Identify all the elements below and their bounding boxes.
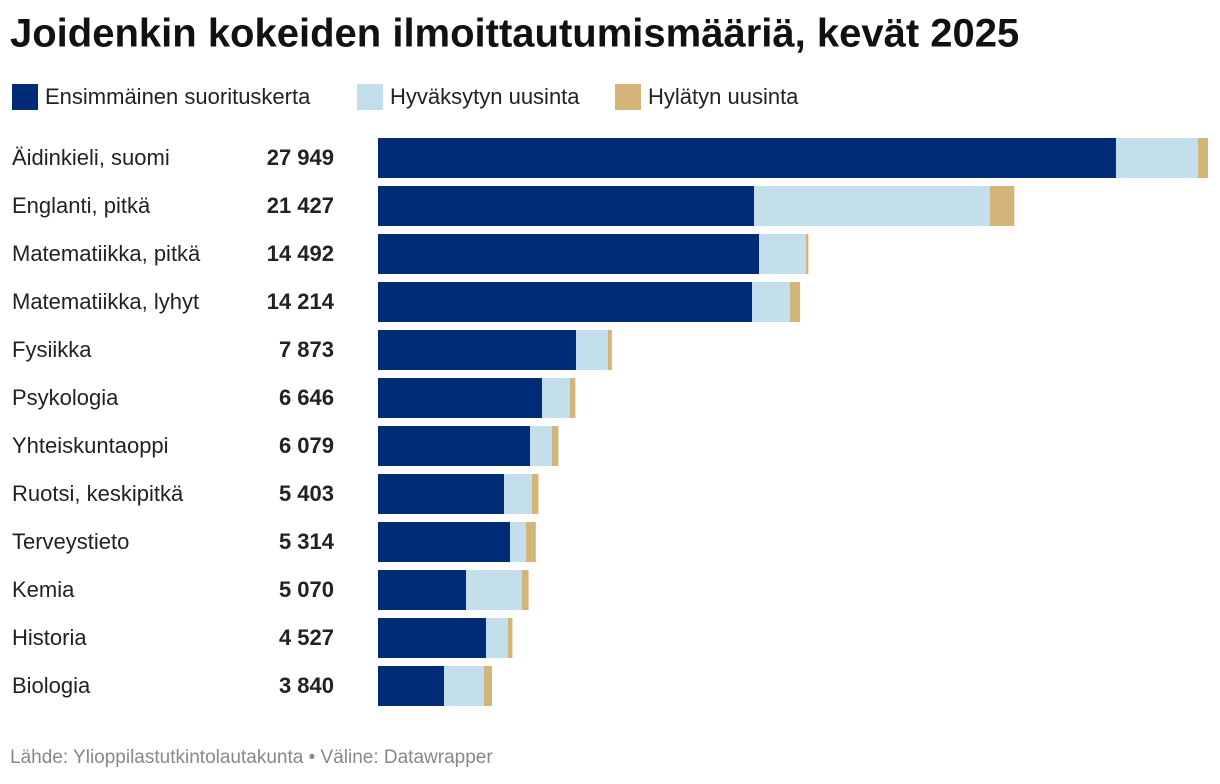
bar-segment xyxy=(522,570,529,610)
bar-segment xyxy=(483,666,493,706)
bar-segment xyxy=(378,522,511,562)
bar-segment xyxy=(989,186,1015,226)
bar-segment xyxy=(486,618,509,658)
bar-segment xyxy=(378,378,543,418)
bar-segment xyxy=(608,330,612,370)
total-label: 7 873 xyxy=(279,337,334,362)
category-label: Matematiikka, pitkä xyxy=(12,241,201,266)
category-label: Kemia xyxy=(12,577,75,602)
legend-label: Hyväksytyn uusinta xyxy=(390,84,580,109)
category-label: Ruotsi, keskipitkä xyxy=(12,481,184,506)
bar-segment xyxy=(1197,138,1208,178)
total-label: 4 527 xyxy=(279,625,334,650)
bar-segment xyxy=(529,426,552,466)
bar-segment xyxy=(378,426,530,466)
bar-segment xyxy=(378,570,466,610)
bar-segment xyxy=(526,522,536,562)
total-label: 5 070 xyxy=(279,577,334,602)
bar-segment xyxy=(378,138,1116,178)
bar-segment xyxy=(508,618,513,658)
total-label: 3 840 xyxy=(279,673,334,698)
bar-segment xyxy=(532,474,539,514)
legend-swatch xyxy=(12,84,38,110)
category-label: Yhteiskuntaoppi xyxy=(12,433,169,458)
legend-swatch xyxy=(615,84,641,110)
bar-segment xyxy=(575,330,609,370)
legend-label: Ensimmäinen suorituskerta xyxy=(45,84,311,109)
bar-segment xyxy=(378,234,760,274)
bar-segment xyxy=(759,234,807,274)
bar-segment xyxy=(504,474,533,514)
category-label: Biologia xyxy=(12,673,91,698)
category-label: Äidinkieli, suomi xyxy=(12,145,170,170)
bar-segment xyxy=(510,522,527,562)
bar-segment xyxy=(806,234,809,274)
bar-segment xyxy=(1115,138,1198,178)
category-label: Psykologia xyxy=(12,385,119,410)
bar-segment xyxy=(551,426,559,466)
chart-title: Joidenkin kokeiden ilmoittautumismääriä,… xyxy=(10,12,1019,56)
total-label: 6 646 xyxy=(279,385,334,410)
bar-segment xyxy=(378,186,754,226)
total-label: 14 492 xyxy=(267,241,334,266)
total-label: 5 314 xyxy=(279,529,335,554)
total-label: 27 949 xyxy=(267,145,334,170)
bar-segment xyxy=(465,570,523,610)
bar-segment xyxy=(378,618,487,658)
legend-swatch xyxy=(357,84,383,110)
bar-segment xyxy=(378,474,505,514)
bar-segment xyxy=(753,186,990,226)
total-label: 6 079 xyxy=(279,433,334,458)
bar-segment xyxy=(378,666,444,706)
bar-segment xyxy=(752,282,791,322)
total-label: 5 403 xyxy=(279,481,334,506)
total-label: 14 214 xyxy=(267,289,335,314)
bar-segment xyxy=(443,666,484,706)
category-label: Terveystieto xyxy=(12,529,129,554)
category-label: Fysiikka xyxy=(12,337,92,362)
category-label: Historia xyxy=(12,625,87,650)
legend-label: Hylätyn uusinta xyxy=(648,84,799,109)
bar-segment xyxy=(542,378,571,418)
total-label: 21 427 xyxy=(267,193,334,218)
source-note: Lähde: Ylioppilastutkintolautakunta • Vä… xyxy=(10,747,493,768)
bar-segment xyxy=(570,378,576,418)
category-label: Matematiikka, lyhyt xyxy=(12,289,199,314)
category-label: Englanti, pitkä xyxy=(12,193,151,218)
bar-segment xyxy=(378,282,753,322)
bar-segment xyxy=(790,282,801,322)
bar-segment xyxy=(378,330,576,370)
